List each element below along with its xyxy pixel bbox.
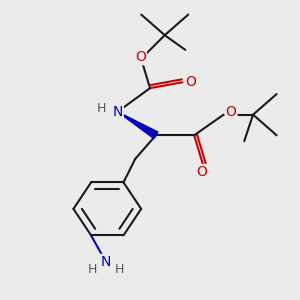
Text: H: H bbox=[88, 263, 97, 276]
Text: O: O bbox=[226, 105, 236, 119]
Text: N: N bbox=[100, 255, 111, 269]
Polygon shape bbox=[118, 112, 158, 139]
Text: H: H bbox=[97, 102, 106, 115]
Text: N: N bbox=[112, 105, 123, 119]
Text: O: O bbox=[135, 50, 146, 64]
Text: O: O bbox=[196, 165, 207, 179]
Text: H: H bbox=[114, 263, 124, 276]
Text: O: O bbox=[185, 75, 196, 89]
